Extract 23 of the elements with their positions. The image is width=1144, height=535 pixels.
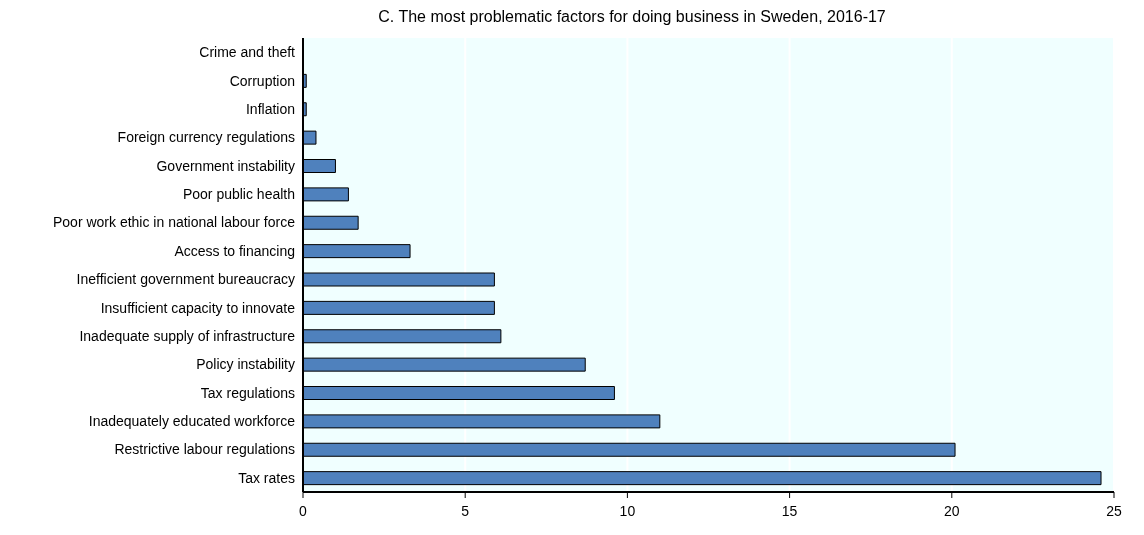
x-tick-label: 15 (781, 502, 798, 519)
y-tick-label: Government instability (156, 157, 295, 174)
y-tick-label: Poor work ethic in national labour force (52, 214, 296, 231)
y-tick-label: Corruption (229, 72, 295, 89)
y-tick-label: Inadequately educated workforce (88, 413, 296, 430)
y-tick-label: Policy instability (196, 356, 295, 373)
y-tick-label: Tax rates (238, 469, 295, 486)
x-tick-label: 5 (461, 502, 470, 519)
y-tick-label: Insufficient capacity to innovate (100, 299, 296, 316)
y-tick-label: Foreign currency regulations (117, 129, 295, 146)
y-tick-label: Poor public health (182, 186, 295, 203)
y-tick-label: Tax regulations (200, 384, 295, 401)
y-tick-label: Restrictive labour regulations (114, 441, 295, 458)
x-tick-label: 20 (944, 502, 960, 519)
y-tick-label: Inflation (245, 100, 295, 117)
y-tick-label: Inadequate supply of infrastructure (79, 327, 296, 344)
chart-title: C. The most problematic factors for doing business in Sweden, 2016-17 (377, 8, 887, 26)
y-tick-label: Crime and theft (199, 44, 296, 61)
y-tick-label: Access to financing (174, 242, 295, 259)
x-tick-label: 0 (299, 502, 308, 519)
x-tick-label: 10 (619, 502, 636, 519)
y-tick-label: Inefficient government bureaucracy (76, 271, 295, 288)
x-tick-label: 25 (1106, 502, 1122, 519)
